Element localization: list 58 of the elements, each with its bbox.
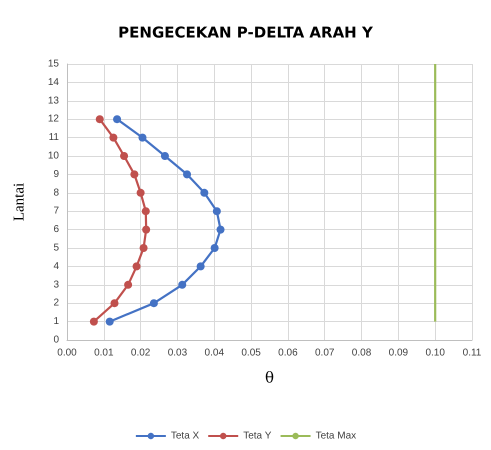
point xyxy=(110,299,118,308)
point xyxy=(140,244,148,252)
y-axis-title: Lantai xyxy=(12,182,28,222)
x-tick-label: 0.01 xyxy=(94,348,114,358)
point xyxy=(124,280,132,289)
y-tick-label: 9 xyxy=(53,168,60,180)
point xyxy=(109,134,118,142)
y-tick-label: 12 xyxy=(48,114,60,125)
x-tick-label: 0.09 xyxy=(388,348,409,358)
point xyxy=(178,280,186,289)
point xyxy=(212,207,221,216)
point xyxy=(132,262,141,270)
point xyxy=(210,244,219,252)
y-tick-label: 7 xyxy=(53,206,60,217)
point xyxy=(90,318,98,326)
y-tick-label: 8 xyxy=(53,187,60,198)
point xyxy=(113,115,122,124)
x-tick-label: 0.07 xyxy=(314,348,335,358)
y-tick-label: 5 xyxy=(53,242,60,254)
y-tick-label: 3 xyxy=(53,279,60,290)
legend-label: Teta Max xyxy=(316,430,356,442)
x-tick-label: 0.06 xyxy=(278,348,298,358)
y-tick-label: 0 xyxy=(53,334,60,346)
y-tick-label: 6 xyxy=(53,224,60,236)
y-tick-label: 15 xyxy=(48,58,60,70)
point xyxy=(106,318,114,326)
point xyxy=(160,152,169,160)
y-tick-label: 14 xyxy=(48,76,60,88)
x-axis-title: θ xyxy=(264,368,274,386)
x-tick-label: 0.00 xyxy=(57,348,78,358)
chart-title: PENGECEKAN P-DELTA ARAH Y xyxy=(118,24,374,42)
point xyxy=(96,115,104,124)
y-tick-label: 2 xyxy=(53,298,60,309)
x-tick-label: 0.04 xyxy=(204,348,224,358)
point xyxy=(216,226,225,234)
point xyxy=(200,188,208,197)
y-tick-label: 11 xyxy=(48,132,60,144)
y-tick-label: 1 xyxy=(53,316,60,328)
legend-label: Teta Y xyxy=(243,430,272,442)
x-tick-label: 0.11 xyxy=(462,348,482,358)
point xyxy=(136,188,145,197)
point xyxy=(142,207,150,216)
y-tick-label: 4 xyxy=(53,260,60,272)
point xyxy=(183,170,192,178)
point xyxy=(120,152,128,160)
point xyxy=(196,262,205,270)
y-tick-label: 10 xyxy=(48,150,60,162)
x-tick-label: 0.03 xyxy=(168,348,188,358)
x-tick-label: 0.05 xyxy=(241,348,262,358)
point xyxy=(130,170,138,178)
legend-label: Teta X xyxy=(170,430,200,442)
point xyxy=(150,299,158,308)
point xyxy=(142,226,150,234)
y-tick-label: 13 xyxy=(48,95,60,106)
x-tick-label: 0.10 xyxy=(425,348,446,358)
point xyxy=(138,134,146,142)
x-tick-label: 0.08 xyxy=(352,348,372,358)
x-tick-label: 0.02 xyxy=(130,348,151,358)
